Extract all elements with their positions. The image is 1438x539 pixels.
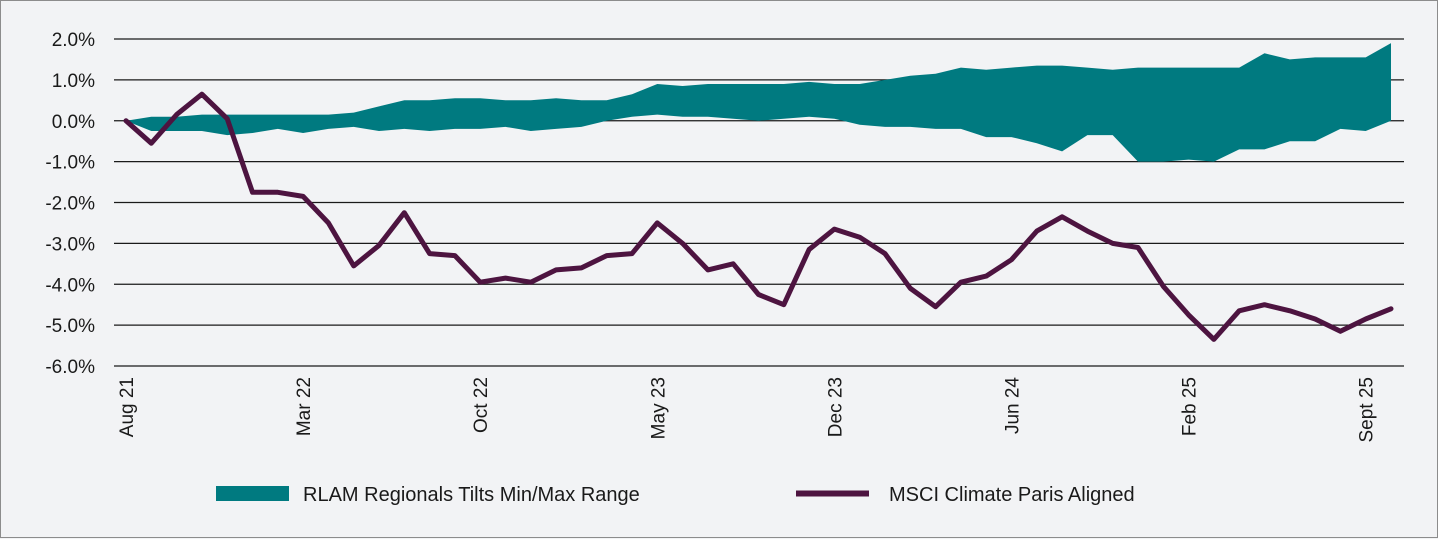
x-tick-label: Aug 21 [117,377,138,437]
y-tick-label: 2.0% [52,30,95,51]
y-tick-label: -2.0% [45,194,95,215]
x-tick-label: Oct 22 [471,377,492,433]
y-tick-label: -1.0% [45,153,95,174]
y-tick-label: -5.0% [45,316,95,337]
x-tick-label: Jun 24 [1003,377,1024,434]
y-tick-label: -6.0% [45,357,95,378]
y-tick-label: 0.0% [52,112,95,133]
legend-range-label: RLAM Regionals Tilts Min/Max Range [303,484,640,506]
x-tick-label: Dec 23 [825,377,846,437]
y-tick-label: 1.0% [52,71,95,92]
x-tick-label: May 23 [648,377,669,439]
y-tick-label: -3.0% [45,234,95,255]
x-axis-ticks: Aug 21 Mar 22 Oct 22 May 23 Dec 23 Jun 24 Feb … [117,377,1378,443]
y-tick-label: -4.0% [45,275,95,296]
range-band-layer [126,43,1391,162]
legend-range-swatch [216,486,289,501]
legend-line-label: MSCI Climate Paris Aligned [889,484,1135,506]
range-band-area [126,43,1391,162]
legend: RLAM Regionals Tilts Min/Max Range MSCI … [216,484,1135,506]
x-tick-label: Mar 22 [294,377,315,436]
y-axis-ticks: 2.0% 1.0% 0.0% -1.0% -2.0% -3.0% -4.0% -5.0% -6.… [45,30,95,378]
x-tick-label: Feb 25 [1180,377,1201,436]
x-tick-label: Sept 25 [1357,377,1378,443]
